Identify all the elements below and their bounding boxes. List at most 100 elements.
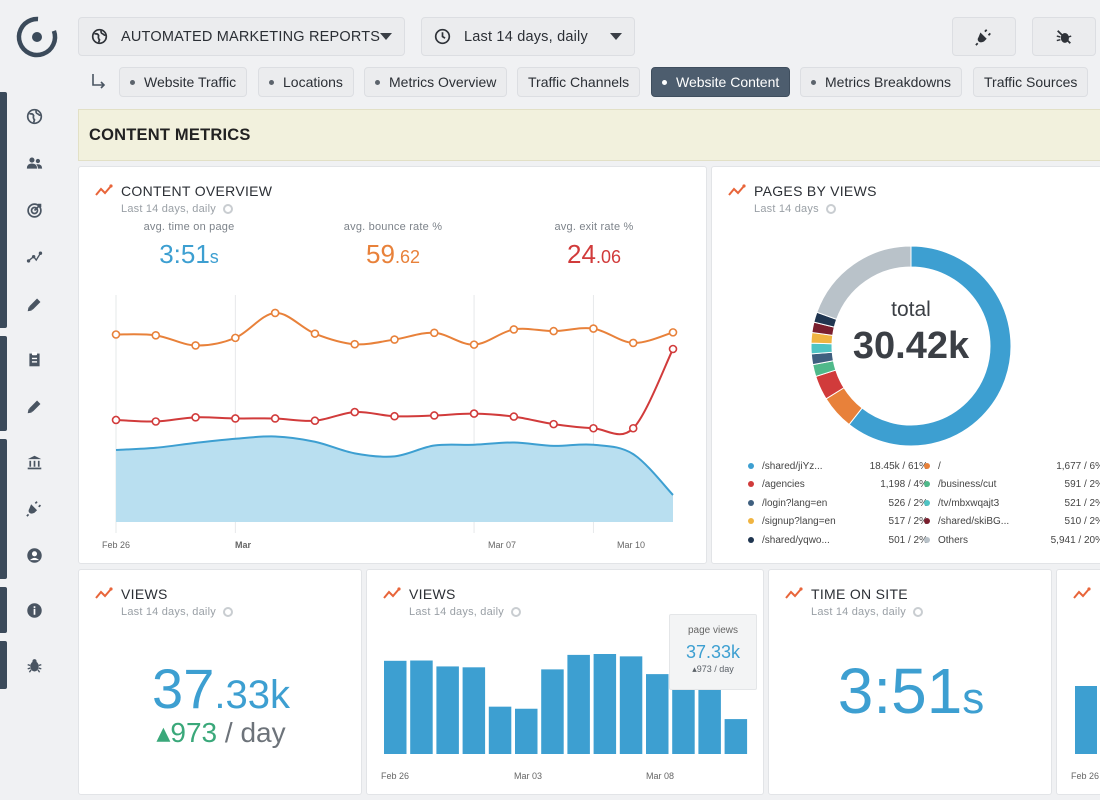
info-icon[interactable]	[222, 204, 233, 214]
globe-icon[interactable]	[24, 106, 44, 126]
legend-name: /tv/mbxwqajt3	[938, 497, 1000, 509]
info-icon[interactable]	[825, 204, 836, 214]
plugin-icon[interactable]	[24, 498, 44, 518]
views-bar	[567, 654, 590, 754]
legend-item[interactable]: /shared/jiYz... 18.45k / 61%	[748, 459, 928, 473]
legend-value: 18.45k / 61%	[869, 460, 928, 472]
info-icon[interactable]	[912, 607, 923, 617]
tab-label: Traffic Sources	[984, 74, 1078, 90]
views-bar	[515, 708, 538, 754]
legend-name: /shared/yqwo...	[762, 534, 830, 546]
chevron-down-icon	[380, 33, 392, 40]
bug-icon[interactable]	[24, 655, 44, 675]
pages-legend: /shared/jiYz... 18.45k / 61% /agencies 1,1…	[748, 459, 1100, 549]
views-kpi-delta: ▴973 / day	[79, 716, 361, 749]
bounce-rate-point	[350, 339, 360, 349]
nav-group-bar	[0, 92, 7, 328]
tab-locations[interactable]: Locations	[258, 67, 354, 97]
clock-icon	[434, 28, 452, 46]
time-on-site-card: TIME ON SITE Last 14 days, daily 3:51s	[768, 569, 1052, 795]
bounce-rate-point	[429, 328, 439, 338]
user-circle-icon[interactable]	[24, 545, 44, 565]
plugin-icon	[975, 28, 991, 46]
app-logo[interactable]	[14, 14, 60, 60]
kpi-per: / day	[217, 717, 286, 748]
stat-avg-time-on-page: avg. time on page 3:51s	[109, 221, 269, 270]
info-icon[interactable]	[24, 600, 44, 620]
time-on-site-value: 3:51s	[769, 654, 1051, 728]
stat-value-suffix: s	[209, 247, 219, 267]
legend-item[interactable]: /shared/yqwo... 501 / 2%	[748, 533, 928, 547]
tab-traffic-sources[interactable]: Traffic Sources	[973, 67, 1089, 97]
legend-item[interactable]: /business/cut 591 / 2%	[924, 477, 1100, 491]
content-overview-card: CONTENT OVERVIEW Last 14 days, daily avg…	[78, 166, 707, 564]
users-icon[interactable]	[24, 153, 44, 173]
legend-name: /login?lang=en	[762, 497, 828, 509]
stat-label: avg. bounce rate %	[343, 221, 443, 233]
tab-metrics-overview[interactable]: Metrics Overview	[364, 67, 508, 97]
tab-dot	[375, 79, 380, 85]
card-subtitle: Last 14 days, daily	[121, 606, 233, 618]
info-icon[interactable]	[510, 607, 521, 617]
date-range-label: Last 14 days, daily	[464, 28, 588, 45]
legend-item[interactable]: /signup?lang=en 517 / 2%	[748, 514, 928, 528]
donut-total-label: total	[891, 298, 931, 321]
legend-item[interactable]: /tv/mbxwqajt3 521 / 2%	[924, 496, 1100, 510]
legend-item[interactable]: Others 5,941 / 20%	[924, 533, 1100, 547]
bounce-rate-point	[151, 331, 161, 340]
x-axis-label: Mar 03	[514, 771, 543, 781]
kpi-decimal: .33k	[214, 673, 290, 717]
bounce-rate-point	[589, 324, 598, 333]
bounce-rate-point	[668, 328, 678, 337]
pen-icon[interactable]	[24, 396, 44, 416]
content-overview-chart	[111, 295, 678, 533]
exit-rate-point	[231, 414, 240, 423]
x-axis-label: Mar 08	[646, 771, 675, 781]
views-bar-chart	[384, 654, 748, 754]
pen-icon[interactable]	[24, 294, 44, 314]
exit-rate-point	[350, 407, 360, 417]
card-title: CONTENT OVERVIEW	[121, 183, 273, 199]
tab-label: Website Traffic	[144, 74, 237, 90]
views-kpi-card: VIEWS Last 14 days, daily 37.33k ▴973 / …	[78, 569, 362, 795]
tab-label: Metrics Overview	[389, 74, 497, 90]
legend-value: 526 / 2%	[888, 497, 928, 509]
views-bar	[593, 654, 617, 754]
integrations-button[interactable]	[952, 17, 1016, 56]
legend-value: 501 / 2%	[888, 534, 928, 546]
tab-website-traffic[interactable]: Website Traffic	[119, 67, 248, 97]
legend-item[interactable]: / 1,677 / 6%	[924, 459, 1100, 473]
legend-name: /business/cut	[938, 478, 997, 490]
report-select[interactable]: AUTOMATED MARKETING REPORTS	[78, 17, 405, 56]
legend-item[interactable]: /shared/skiBG... 510 / 2%	[924, 514, 1100, 528]
exit-rate-line	[115, 348, 674, 436]
tab-dot	[130, 79, 135, 85]
debug-button[interactable]	[1032, 17, 1096, 56]
legend-name: /shared/skiBG...	[938, 515, 1010, 527]
bank-icon[interactable]	[24, 452, 44, 472]
target-icon[interactable]	[24, 200, 44, 220]
legend-item[interactable]: /agencies 1,198 / 4%	[748, 477, 928, 491]
info-icon[interactable]	[222, 607, 233, 617]
bounce-rate-point	[191, 341, 200, 350]
nav-group-bar	[0, 587, 7, 633]
card-title: PAGES BY VIEWS	[754, 183, 877, 199]
views-bar	[672, 678, 695, 754]
stat-value-main: 59	[366, 239, 395, 269]
path-icon[interactable]	[24, 247, 44, 267]
views-bar	[462, 667, 486, 754]
time-on-page-area	[116, 436, 673, 522]
tab-traffic-channels[interactable]: Traffic Channels	[517, 67, 641, 97]
date-range-select[interactable]: Last 14 days, daily	[421, 17, 635, 56]
trend-icon	[95, 184, 113, 196]
tab-website-content[interactable]: Website Content	[651, 67, 791, 97]
views-bar	[541, 669, 564, 754]
legend-item[interactable]: /login?lang=en 526 / 2%	[748, 496, 928, 510]
legend-name: /signup?lang=en	[762, 515, 836, 527]
exit-rate-point	[111, 415, 121, 425]
clipboard-icon[interactable]	[24, 349, 44, 369]
tab-metrics-breakdowns[interactable]: Metrics Breakdowns	[800, 67, 963, 97]
kpi-delta: ▴973	[156, 717, 218, 748]
stat-avg-exit-rate: avg. exit rate % 24.06	[514, 221, 674, 270]
x-axis-label: Mar 07	[488, 540, 517, 550]
